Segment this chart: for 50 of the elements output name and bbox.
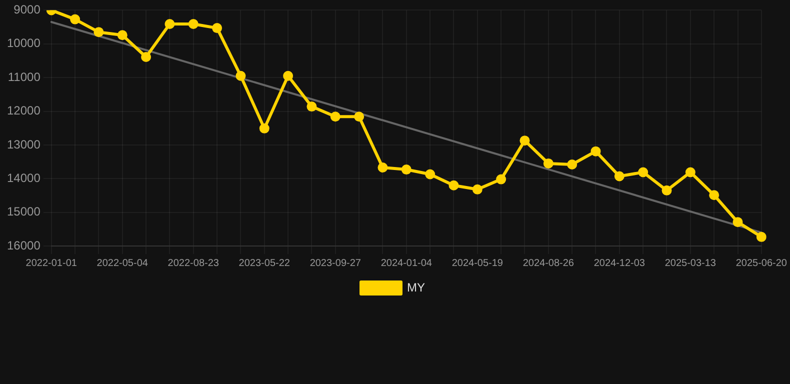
point bbox=[709, 190, 720, 200]
point bbox=[259, 123, 270, 134]
point bbox=[472, 184, 482, 194]
point bbox=[448, 180, 459, 190]
point bbox=[188, 19, 198, 30]
x-tick-label: 2024-01-04 bbox=[380, 258, 432, 269]
legend-label: MY bbox=[407, 280, 425, 294]
point bbox=[70, 14, 80, 24]
point bbox=[354, 112, 364, 122]
point bbox=[756, 232, 766, 242]
point bbox=[520, 136, 530, 146]
point bbox=[141, 52, 152, 62]
point bbox=[283, 70, 294, 81]
x-tick-label: 2022-08-23 bbox=[168, 258, 220, 269]
y-tick-label: 9000 bbox=[14, 2, 41, 17]
point bbox=[662, 185, 672, 196]
point bbox=[590, 146, 601, 156]
x-tick-label: 2025-03-13 bbox=[664, 258, 716, 269]
point bbox=[212, 23, 222, 34]
y-tick-label: 12000 bbox=[6, 104, 41, 118]
point bbox=[117, 30, 128, 40]
point bbox=[164, 19, 175, 30]
point bbox=[567, 159, 578, 170]
y-tick-label: 15000 bbox=[6, 204, 41, 219]
x-tick-label: 2024-08-26 bbox=[522, 258, 574, 269]
point bbox=[401, 164, 412, 175]
point bbox=[378, 162, 388, 173]
point bbox=[543, 158, 554, 168]
point bbox=[685, 167, 696, 178]
point bbox=[236, 70, 246, 81]
point bbox=[306, 102, 317, 112]
point bbox=[94, 27, 104, 38]
point bbox=[496, 174, 506, 184]
y-tick-label: 13000 bbox=[6, 137, 41, 152]
point bbox=[614, 171, 624, 182]
x-tick-label: 2022-01-01 bbox=[26, 258, 78, 269]
x-tick-label: 2023-05-22 bbox=[238, 258, 290, 269]
x-tick-label: 2024-05-19 bbox=[452, 258, 504, 269]
x-tick-label: 2022-05-04 bbox=[96, 258, 148, 269]
y-tick-label: 14000 bbox=[6, 170, 41, 185]
point bbox=[330, 112, 340, 122]
point bbox=[638, 167, 648, 178]
x-tick-label: 2024-12-03 bbox=[594, 258, 646, 269]
y-tick-label: 16000 bbox=[6, 238, 41, 252]
y-tick-label: 10000 bbox=[6, 36, 41, 50]
x-tick-label: 2025-06-20 bbox=[736, 258, 788, 269]
point bbox=[732, 217, 743, 228]
point bbox=[425, 169, 436, 180]
x-tick-label: 2023-09-27 bbox=[310, 258, 362, 269]
y-tick-label: 11000 bbox=[8, 70, 41, 84]
